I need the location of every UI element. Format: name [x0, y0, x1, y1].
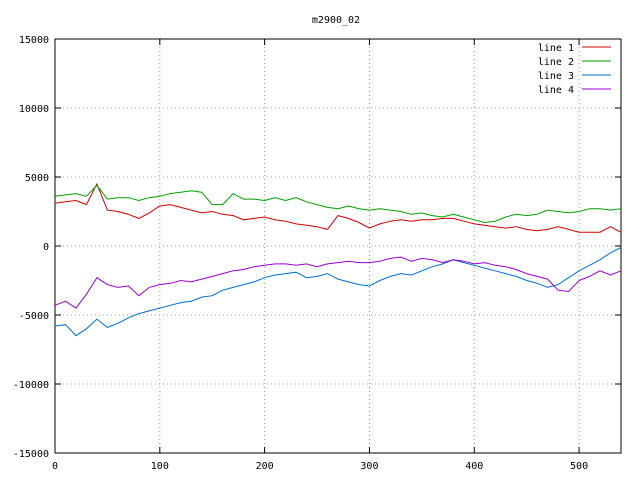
series-line-3 — [54, 246, 622, 337]
series-line-4 — [54, 256, 622, 309]
legend-label-4: line 4 — [538, 85, 574, 96]
tick-labels: 0 100 200 300 400 500 -15000 -10000 -5000 0 5000 10… — [13, 35, 588, 472]
y-tick-label: 0 — [43, 242, 49, 253]
chart-title: m2900_02 — [312, 15, 360, 26]
legend-label-2: line 2 — [538, 57, 574, 68]
series-line-1 — [54, 182, 622, 233]
x-tick-label: 0 — [52, 461, 58, 472]
y-tick-label: -15000 — [13, 449, 49, 460]
y-tick-label: -5000 — [19, 311, 49, 322]
series-group — [54, 182, 622, 337]
x-tick-label: 200 — [256, 461, 274, 472]
y-tick-label: 10000 — [19, 104, 49, 115]
x-tick-label: 400 — [465, 461, 483, 472]
x-tick-label: 100 — [151, 461, 169, 472]
legend: line 1 line 2 line 3 line 4 — [538, 43, 611, 96]
series-line-2 — [54, 184, 622, 224]
axes — [54, 38, 622, 454]
y-tick-label: -10000 — [13, 380, 49, 391]
grid-lines — [55, 39, 621, 453]
x-tick-label: 500 — [570, 461, 588, 472]
legend-label-3: line 3 — [538, 71, 574, 82]
legend-label-1: line 1 — [538, 43, 574, 54]
y-tick-label: 5000 — [25, 173, 49, 184]
y-tick-label: 15000 — [19, 35, 49, 46]
x-tick-label: 300 — [360, 461, 378, 472]
